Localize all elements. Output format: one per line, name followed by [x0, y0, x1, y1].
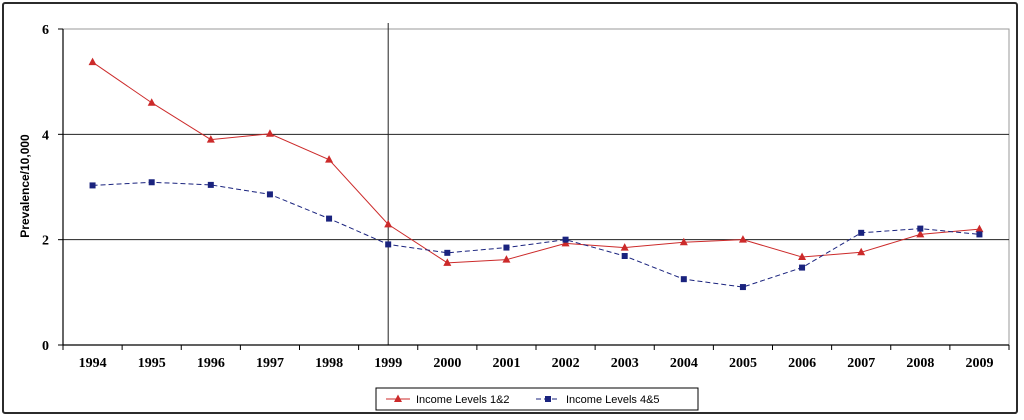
- x-tick-label: 2005: [729, 356, 757, 371]
- data-point: [799, 264, 806, 271]
- plot-area: [62, 28, 1010, 346]
- data-point: [916, 229, 925, 238]
- x-tick-label: 2002: [552, 356, 580, 371]
- data-point: [857, 247, 866, 256]
- x-tick-label: 2003: [611, 356, 639, 371]
- data-point: [147, 98, 156, 106]
- y-tick-label: 6: [42, 23, 49, 38]
- data-point: [89, 182, 96, 189]
- data-point: [325, 155, 334, 163]
- x-tick-label: 2007: [847, 356, 875, 371]
- data-point: [858, 229, 865, 236]
- data-point: [503, 244, 510, 251]
- x-tick-label: 2004: [670, 356, 698, 371]
- x-tick-label: 1995: [138, 356, 166, 371]
- data-point: [206, 135, 215, 143]
- series-line: [92, 61, 980, 264]
- x-tick-label: 1999: [374, 356, 402, 371]
- data-point: [975, 224, 984, 233]
- data-point: [976, 231, 983, 238]
- series-2: [89, 179, 983, 291]
- data-point: [148, 179, 155, 186]
- data-point: [444, 249, 451, 256]
- data-point: [266, 191, 273, 198]
- x-tick-label: 2001: [492, 356, 520, 371]
- legend: Income Levels 1&2 Income Levels 4&5: [375, 387, 699, 411]
- y-tick-label: 2: [42, 234, 49, 249]
- x-tick-label: 1998: [315, 356, 343, 371]
- data-point: [680, 276, 687, 283]
- y-tick-label: 0: [42, 339, 49, 354]
- x-tick-label: 2006: [788, 356, 816, 371]
- x-tick-label: 2008: [906, 356, 934, 371]
- x-tick-label: 2009: [965, 356, 993, 371]
- series-line: [92, 181, 980, 288]
- data-point: [265, 129, 274, 137]
- data-point: [385, 241, 392, 248]
- data-point: [621, 252, 628, 259]
- y-axis-label: Prevalence/10,000: [18, 134, 32, 238]
- legend-label: Income Levels 4&5: [566, 394, 660, 406]
- data-point: [207, 181, 214, 188]
- data-point: [88, 57, 97, 66]
- x-tick-label: 2000: [433, 356, 461, 371]
- data-point: [502, 255, 511, 263]
- data-point: [679, 237, 688, 246]
- x-tick-label: 1994: [79, 356, 107, 371]
- data-point: [384, 219, 393, 228]
- data-point: [917, 225, 924, 232]
- data-point: [798, 252, 807, 261]
- y-tick-label: 4: [42, 128, 49, 143]
- data-point: [562, 236, 569, 243]
- legend-marker: [394, 394, 402, 402]
- x-tick-label: 1997: [256, 356, 284, 371]
- data-point: [738, 235, 747, 243]
- legend-label: Income Levels 1&2: [416, 394, 510, 406]
- data-point: [739, 284, 746, 291]
- x-tick-label: 1996: [197, 356, 225, 371]
- series-1: [88, 57, 984, 266]
- data-point: [326, 215, 333, 222]
- legend-marker: [545, 396, 551, 402]
- data-point: [620, 243, 629, 251]
- data-point: [443, 258, 452, 266]
